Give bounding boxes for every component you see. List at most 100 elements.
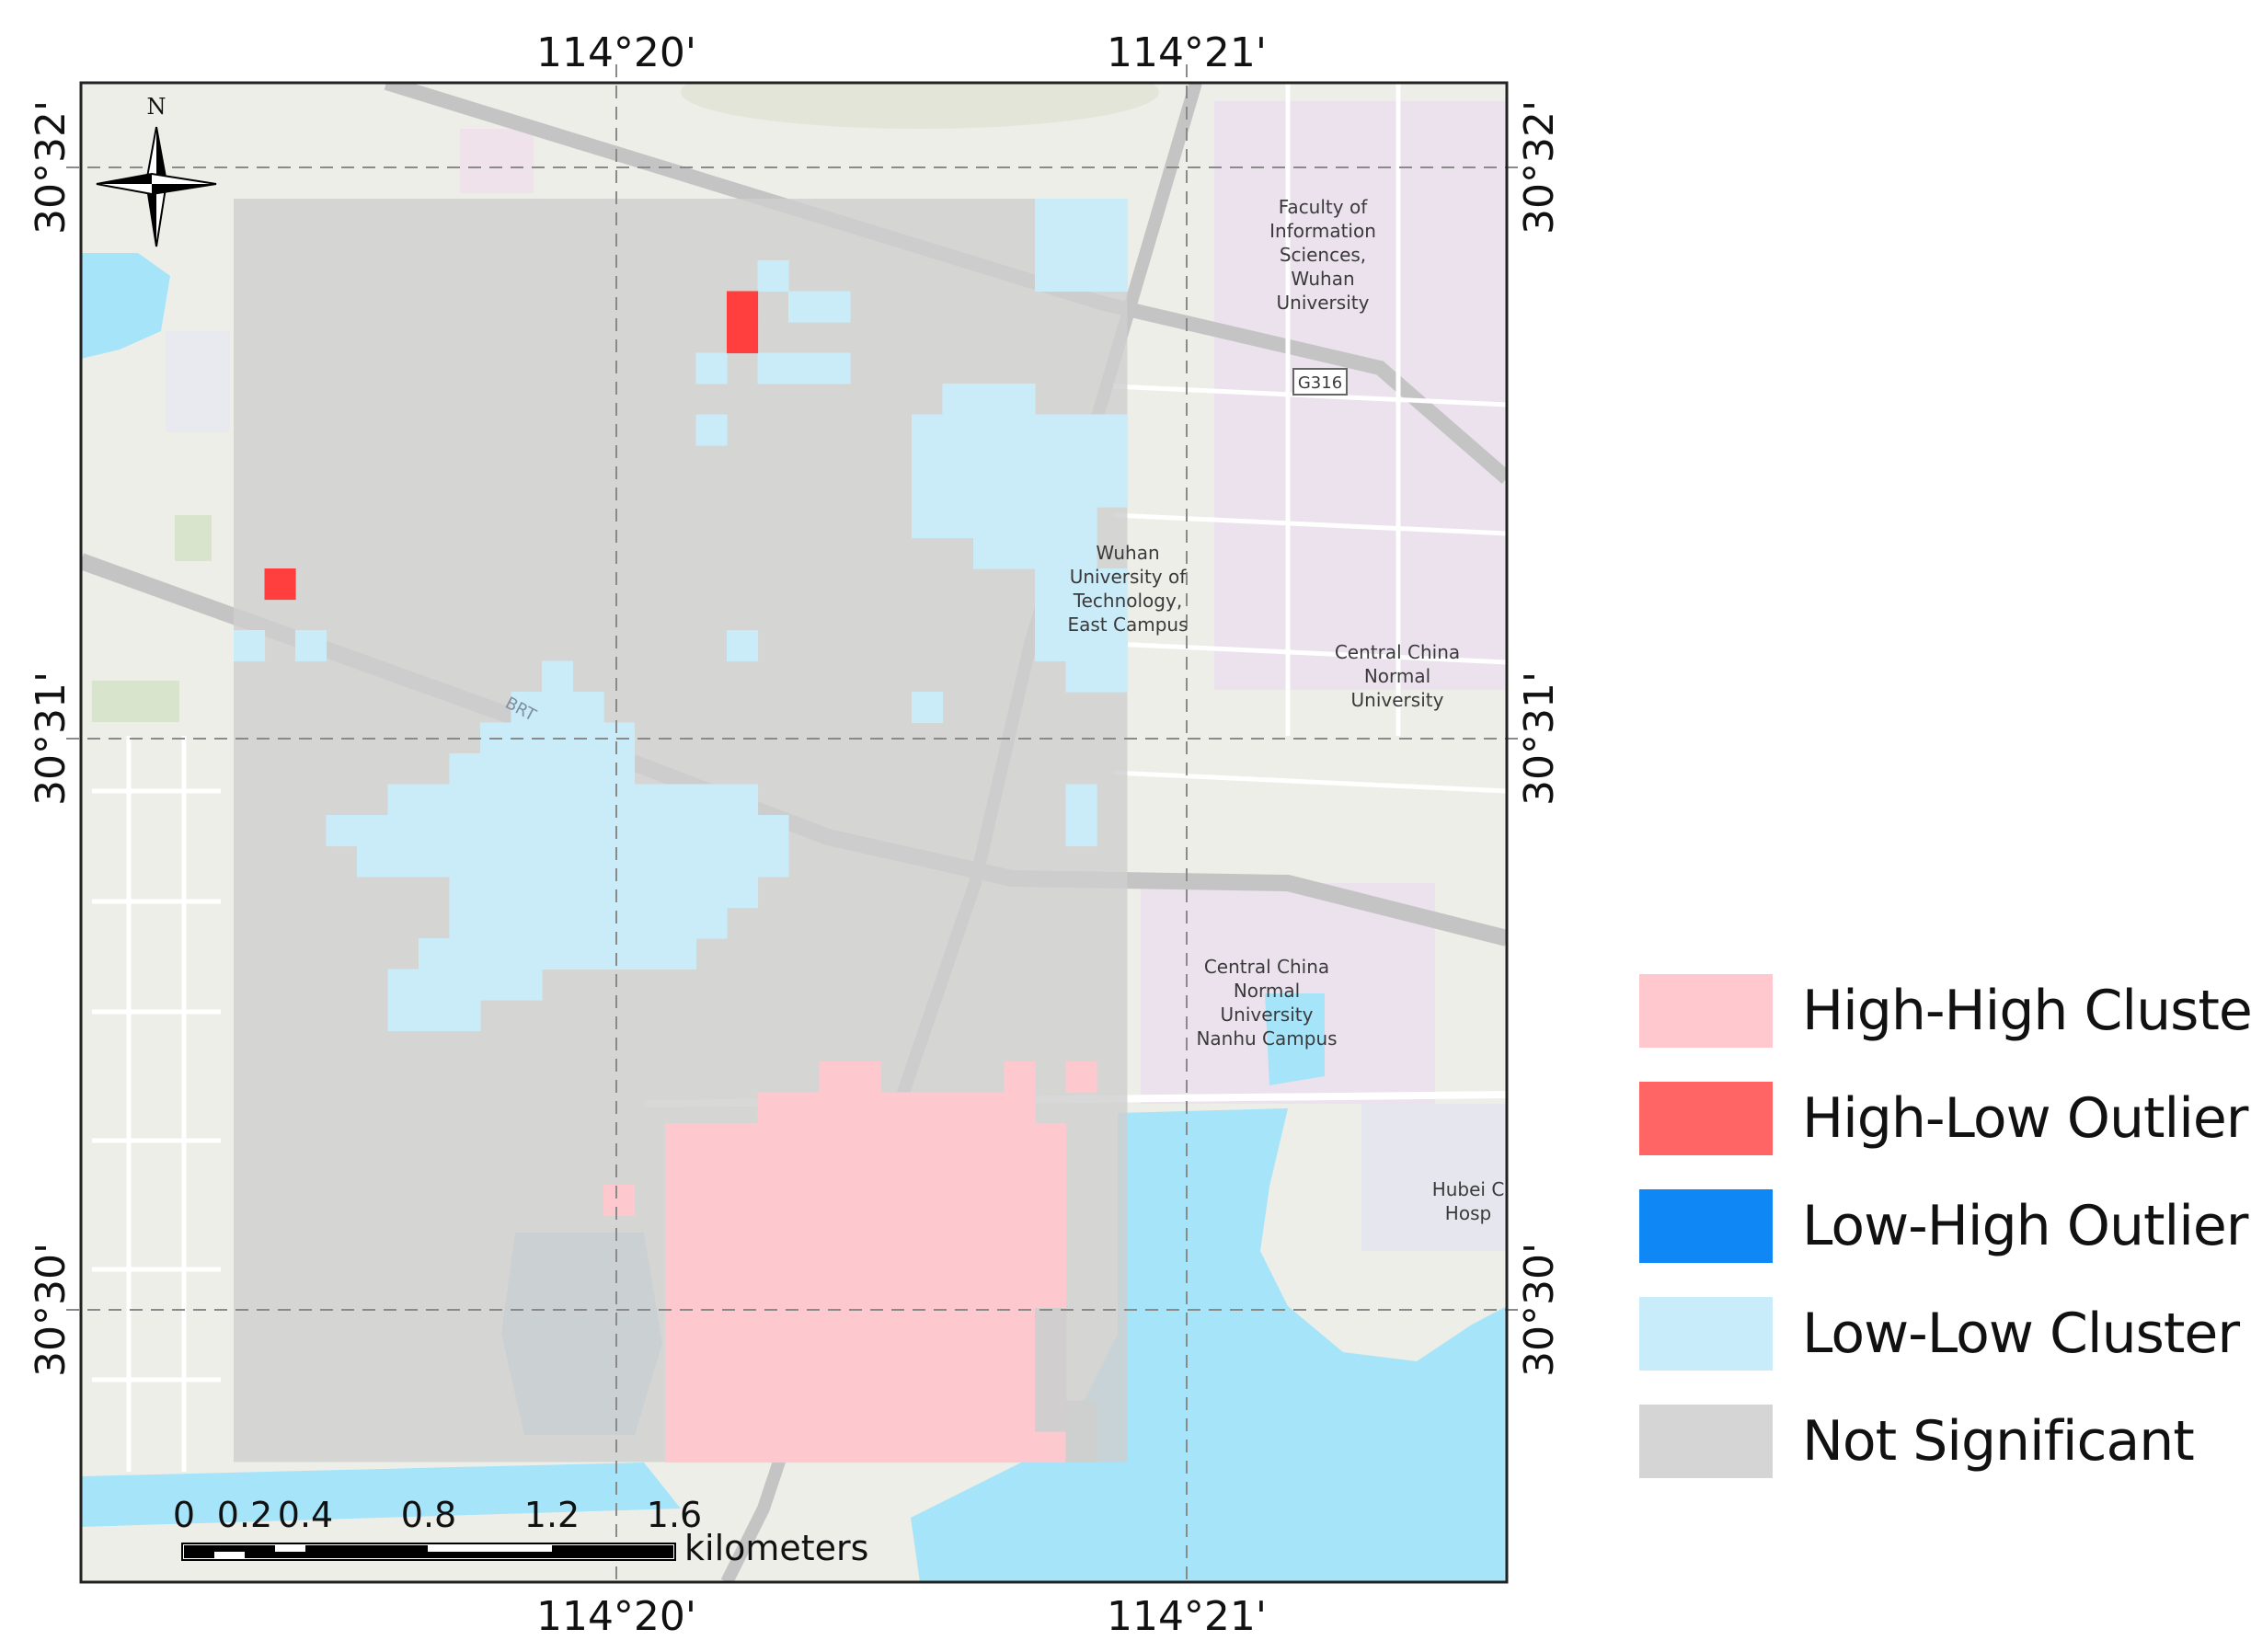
high-high-cell <box>973 1431 1005 1463</box>
low-low-cell <box>572 784 604 816</box>
low-low-cell <box>1065 199 1097 231</box>
low-low-cell <box>1004 384 1036 416</box>
low-low-cell <box>973 384 1005 416</box>
low-low-cell <box>1035 599 1067 631</box>
high-high-cell <box>819 1246 851 1279</box>
low-low-cell <box>695 352 728 384</box>
legend-swatch-low-high <box>1639 1188 1773 1263</box>
low-low-cell <box>542 784 574 816</box>
legend-item-low-high: Low-High Outlier <box>1639 1172 2251 1279</box>
high-high-cell <box>973 1215 1005 1247</box>
low-low-cell <box>1065 507 1097 539</box>
high-high-cell <box>880 1338 913 1371</box>
low-low-cell <box>603 938 636 970</box>
low-low-cell <box>449 784 481 816</box>
lat-label-right-3: 30°30' <box>1516 1243 1563 1377</box>
high-high-cell <box>665 1370 697 1402</box>
low-low-cell <box>326 815 358 847</box>
high-high-cell <box>973 1153 1005 1186</box>
low-low-cell <box>1065 630 1097 662</box>
high-high-cell <box>819 1308 851 1340</box>
high-high-cell <box>665 1308 697 1340</box>
low-low-cell <box>942 384 974 416</box>
low-low-cell <box>1035 476 1067 508</box>
low-low-cell <box>1065 537 1097 569</box>
high-high-cell <box>912 1370 944 1402</box>
low-low-cell <box>419 845 451 878</box>
high-high-cell <box>942 1308 974 1340</box>
low-low-cell <box>1004 445 1036 477</box>
low-low-cell <box>1065 476 1097 508</box>
low-low-cell <box>603 784 636 816</box>
high-high-cell <box>819 1092 851 1124</box>
low-low-cell <box>665 815 697 847</box>
high-high-cell <box>788 1153 821 1186</box>
low-low-cell <box>819 291 851 323</box>
high-high-cell <box>850 1246 882 1279</box>
low-low-cell <box>695 414 728 446</box>
high-high-cell <box>819 1400 851 1432</box>
low-low-cell <box>572 907 604 939</box>
park-1 <box>92 681 179 722</box>
high-high-cell <box>757 1246 789 1279</box>
legend-label-not-significant: Not Significant <box>1802 1408 2195 1474</box>
high-high-cell <box>942 1153 974 1186</box>
low-low-cell <box>727 815 759 847</box>
high-high-cell <box>1004 1277 1036 1309</box>
low-low-cell <box>572 877 604 909</box>
low-low-cell <box>973 414 1005 446</box>
low-low-cell <box>511 845 543 878</box>
scale-bar: 0 0.2 0.4 0.8 1.2 1.6 kilometers <box>173 1495 869 1568</box>
legend-item-high-high: High-High Cluster <box>1639 957 2251 1064</box>
high-high-cell <box>727 1370 759 1402</box>
high-high-cell <box>695 1215 728 1247</box>
high-high-cell <box>695 1277 728 1309</box>
high-high-cell <box>1035 1185 1067 1217</box>
high-high-cell <box>850 1277 882 1309</box>
low-low-cell <box>1097 630 1129 662</box>
high-high-cell <box>757 1215 789 1247</box>
low-low-cell <box>419 938 451 970</box>
place-label-ccnu: Normal <box>1364 665 1430 687</box>
high-high-cell <box>727 1246 759 1279</box>
low-low-cell <box>480 753 512 786</box>
high-high-cell <box>695 1338 728 1371</box>
low-low-cell <box>695 845 728 878</box>
low-low-cell <box>387 845 419 878</box>
north-label: N <box>147 94 167 120</box>
map-frame <box>79 81 1509 1584</box>
high-high-cell <box>1035 1153 1067 1186</box>
low-low-cell <box>1065 599 1097 631</box>
low-low-cell <box>295 630 327 662</box>
high-high-cell <box>1004 1431 1036 1463</box>
high-high-cell <box>665 1400 697 1432</box>
low-low-cell <box>542 692 574 724</box>
low-low-cell <box>480 907 512 939</box>
high-high-cell <box>665 1277 697 1309</box>
high-low-cell <box>727 322 759 354</box>
low-low-cell <box>727 630 759 662</box>
high-high-cell <box>912 1215 944 1247</box>
low-low-cell <box>449 815 481 847</box>
low-low-cell <box>727 877 759 909</box>
campus-area-5 <box>166 331 230 432</box>
legend: High-High Cluster High-Low Outlier Low-H… <box>1639 957 2251 1495</box>
high-high-cell <box>1035 1277 1067 1309</box>
high-high-cell <box>912 1246 944 1279</box>
low-low-cell <box>234 630 266 662</box>
high-high-cell <box>1035 1123 1067 1155</box>
low-low-cell <box>603 907 636 939</box>
high-high-cell <box>1004 1246 1036 1279</box>
low-low-cell <box>480 845 512 878</box>
legend-item-high-low: High-Low Outlier <box>1639 1064 2251 1172</box>
high-high-cell <box>1004 1123 1036 1155</box>
low-low-cell <box>727 784 759 816</box>
high-high-cell <box>880 1215 913 1247</box>
low-low-cell <box>912 445 944 477</box>
high-high-cell <box>850 1153 882 1186</box>
high-high-cell <box>665 1123 697 1155</box>
place-label-wut: Wuhan <box>1096 542 1159 564</box>
pond-west <box>81 253 170 359</box>
scale-label-0-8: 0.8 <box>401 1495 456 1535</box>
high-high-cell <box>788 1370 821 1402</box>
